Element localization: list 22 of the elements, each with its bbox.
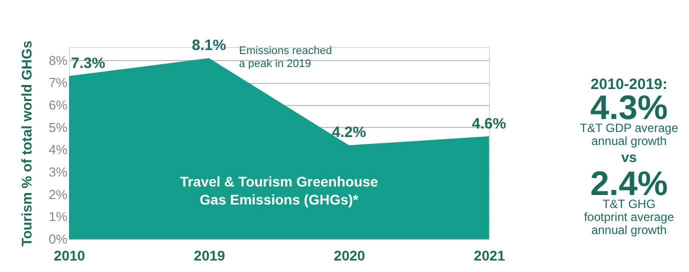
data-label: 8.1%	[192, 37, 226, 54]
x-tick-label: 2010	[54, 248, 86, 264]
y-tick-label: 6%	[48, 98, 68, 113]
text: 2010-2019:	[590, 76, 668, 93]
annotation: Travel & Tourism Greenhouse Gas Emissions (GHGs)*	[180, 174, 378, 208]
y-tick-label: 0%	[48, 232, 68, 246]
x-tick-label: 2019	[194, 248, 226, 264]
data-label: 4.2%	[332, 124, 366, 142]
x-tick-label: 2020	[334, 248, 366, 264]
y-tick-label: 3%	[48, 164, 68, 180]
y-axis-title: Tourism % of total world GHGs	[18, 40, 35, 246]
text: vs	[621, 149, 637, 165]
annotation: Emissions reached a peak in 2019	[239, 45, 332, 70]
x-tick-label: 2021	[474, 248, 506, 264]
y-tick-label: 1%	[48, 209, 68, 224]
y-tick-label: 5%	[48, 120, 68, 135]
y-tick-label: 2%	[48, 186, 68, 202]
data-label: 7.3%	[71, 55, 106, 72]
data-label: 4.6%	[472, 115, 506, 132]
y-tick-label: 4%	[48, 142, 68, 158]
y-tick-label: 7%	[48, 75, 68, 90]
y-tick-label: 8%	[48, 52, 68, 68]
